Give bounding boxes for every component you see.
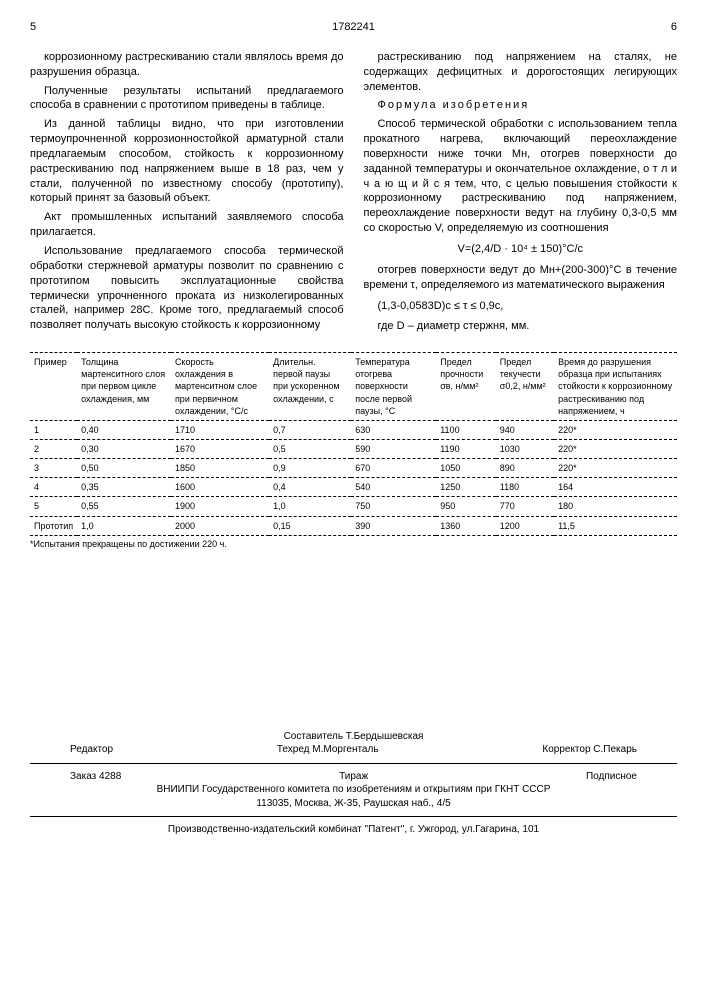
- table-cell: 220*: [554, 420, 677, 439]
- table-footnote: *Испытания прекращены по достижении 220 …: [30, 538, 677, 550]
- table-cell: 670: [351, 459, 436, 478]
- patent-number: 1782241: [247, 20, 461, 35]
- table-cell: 1: [30, 420, 77, 439]
- para: где D – диаметр стержня, мм.: [364, 319, 678, 334]
- zakaz: Заказ 4288: [70, 770, 121, 784]
- table-cell: 0,55: [77, 497, 171, 516]
- col-header: Предел прочности σв, н/мм²: [436, 353, 496, 421]
- table-cell: 0,5: [269, 440, 351, 459]
- col-header: Предел текучести σ0,2, н/мм²: [496, 353, 554, 421]
- table-cell: 750: [351, 497, 436, 516]
- table-row: Прототип1,020000,153901360120011,5: [30, 516, 677, 535]
- table-cell: 0,4: [269, 478, 351, 497]
- table-row: 40,3516000,454012501180164: [30, 478, 677, 497]
- para: Полученные результаты испытаний предлага…: [30, 84, 344, 114]
- para: Акт промышленных испытаний заявляемого с…: [30, 210, 344, 240]
- table-row: 50,5519001,0750950770180: [30, 497, 677, 516]
- table-cell: 1710: [171, 420, 269, 439]
- table-cell: 540: [351, 478, 436, 497]
- col-header: Температура отогрева поверхности после п…: [351, 353, 436, 421]
- table-cell: 220*: [554, 459, 677, 478]
- table-cell: 1900: [171, 497, 269, 516]
- order-row: Заказ 4288 Тираж Подписное: [30, 770, 677, 784]
- table-cell: 630: [351, 420, 436, 439]
- credits-block: Составитель Т.Бердышевская Редактор Техр…: [30, 730, 677, 837]
- col-header: Длительн. первой паузы при ускоренном ох…: [269, 353, 351, 421]
- col-header: Скорость охлаждения в мартенситном слое …: [171, 353, 269, 421]
- table-cell: 1180: [496, 478, 554, 497]
- table-cell: 1850: [171, 459, 269, 478]
- table-header-row: Пример Толщина мартенситного слоя при пе…: [30, 353, 677, 421]
- table-cell: 0,7: [269, 420, 351, 439]
- table-cell: 0,35: [77, 478, 171, 497]
- table-cell: 1360: [436, 516, 496, 535]
- table-cell: 180: [554, 497, 677, 516]
- divider: [30, 763, 677, 764]
- formula-2: (1,3-0,0583D)c ≤ τ ≤ 0,9c,: [364, 299, 678, 314]
- tirazh: Тираж: [339, 770, 368, 784]
- editor-label: Редактор: [70, 743, 113, 757]
- para: коррозионному растрескиванию стали являл…: [30, 50, 344, 80]
- table-cell: 590: [351, 440, 436, 459]
- para: Способ термической обработки с использов…: [364, 117, 678, 236]
- body-columns: коррозионному растрескиванию стали являл…: [30, 50, 677, 338]
- divider: [30, 816, 677, 817]
- table-row: 10,4017100,76301100940220*: [30, 420, 677, 439]
- podpisnoe: Подписное: [586, 770, 637, 784]
- para: Из данной таблицы видно, что при изготов…: [30, 117, 344, 206]
- table-cell: 390: [351, 516, 436, 535]
- table-cell: 0,9: [269, 459, 351, 478]
- formula-heading: Формула изобретения: [364, 98, 678, 113]
- right-column: растрескиванию под напряжением на сталях…: [364, 50, 678, 338]
- table-cell: 4: [30, 478, 77, 497]
- col-header: Пример: [30, 353, 77, 421]
- page-num-right: 6: [464, 20, 678, 35]
- table-cell: 3: [30, 459, 77, 478]
- table-cell: 2: [30, 440, 77, 459]
- table-cell: 164: [554, 478, 677, 497]
- table-cell: Прототип: [30, 516, 77, 535]
- para: отогрев поверхности ведут до Мн+(200-300…: [364, 263, 678, 293]
- table-cell: 0,30: [77, 440, 171, 459]
- table-cell: 950: [436, 497, 496, 516]
- table-cell: 11,5: [554, 516, 677, 535]
- org-addr: 113035, Москва, Ж-35, Раушская наб., 4/5: [30, 797, 677, 811]
- table-cell: 1050: [436, 459, 496, 478]
- table-cell: 770: [496, 497, 554, 516]
- table-cell: 2000: [171, 516, 269, 535]
- table-cell: 1,0: [269, 497, 351, 516]
- table-row: 30,5018500,96701050890220*: [30, 459, 677, 478]
- tehred: Техред М.Моргенталь: [277, 743, 379, 757]
- table-cell: 1200: [496, 516, 554, 535]
- left-column: коррозионному растрескиванию стали являл…: [30, 50, 344, 338]
- col-header: Время до разрушения образца при испытани…: [554, 353, 677, 421]
- formula-1: V=(2,4/D · 10⁴ ± 150)°C/c: [364, 242, 678, 257]
- table-cell: 5: [30, 497, 77, 516]
- publisher: Производственно-издательский комбинат "П…: [30, 823, 677, 837]
- page-header: 5 1782241 6: [30, 20, 677, 35]
- table-cell: 1030: [496, 440, 554, 459]
- results-table: Пример Толщина мартенситного слоя при пе…: [30, 352, 677, 536]
- table-cell: 220*: [554, 440, 677, 459]
- col-header: Толщина мартенситного слоя при первом ци…: [77, 353, 171, 421]
- korrektor: Корректор С.Пекарь: [542, 743, 637, 757]
- para: Использование предлагаемого способа терм…: [30, 244, 344, 333]
- table-cell: 0,50: [77, 459, 171, 478]
- table-cell: 1670: [171, 440, 269, 459]
- table-cell: 1,0: [77, 516, 171, 535]
- table-cell: 1250: [436, 478, 496, 497]
- para: растрескиванию под напряжением на сталях…: [364, 50, 678, 95]
- compiler: Составитель Т.Бердышевская: [30, 730, 677, 744]
- credits-row: Редактор Техред М.Моргенталь Корректор С…: [30, 743, 677, 757]
- table-cell: 1100: [436, 420, 496, 439]
- table-cell: 1190: [436, 440, 496, 459]
- table-cell: 0,15: [269, 516, 351, 535]
- table-cell: 890: [496, 459, 554, 478]
- table-row: 20,3016700,559011901030220*: [30, 440, 677, 459]
- table-cell: 0,40: [77, 420, 171, 439]
- org: ВНИИПИ Государственного комитета по изоб…: [30, 783, 677, 797]
- table-cell: 1600: [171, 478, 269, 497]
- page-num-left: 5: [30, 20, 244, 35]
- table-cell: 940: [496, 420, 554, 439]
